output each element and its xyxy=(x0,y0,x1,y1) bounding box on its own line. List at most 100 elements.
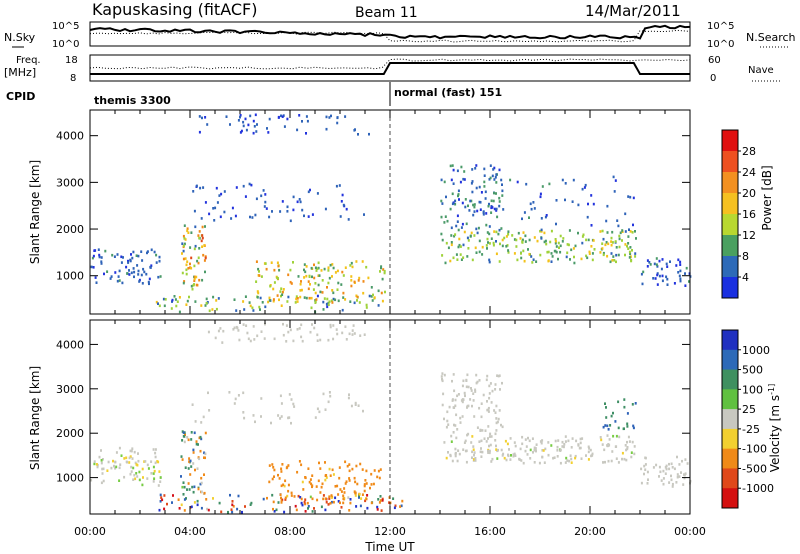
power-cell xyxy=(130,271,133,275)
power-cell xyxy=(559,234,562,238)
velocity-cell xyxy=(350,404,353,408)
velocity-cell xyxy=(394,504,397,508)
power-cell xyxy=(649,263,652,266)
velocity-cell xyxy=(365,482,368,485)
velocity-cell xyxy=(474,457,477,460)
velocity-cell xyxy=(236,326,239,330)
velocity-cell xyxy=(332,324,335,327)
power-cell xyxy=(332,297,335,301)
power-cell xyxy=(272,298,275,301)
velocity-cell xyxy=(363,489,366,493)
velocity-cell xyxy=(529,448,532,452)
power-cell xyxy=(467,247,470,250)
power-cell xyxy=(148,277,151,281)
power-cell xyxy=(685,266,688,270)
velocity-cell xyxy=(610,414,613,418)
velocity-cell xyxy=(501,454,504,457)
power-cell xyxy=(365,306,368,309)
power-cell xyxy=(216,201,219,204)
power-cell xyxy=(529,202,532,206)
velocity-cell xyxy=(632,426,635,430)
power-cell xyxy=(669,260,671,263)
velocity-cell xyxy=(277,414,280,417)
power-cell xyxy=(484,197,487,200)
power-cell xyxy=(540,237,543,240)
velocity-cell xyxy=(676,473,679,476)
velocity-cell xyxy=(133,473,136,477)
power-cell xyxy=(501,194,504,197)
power-cell xyxy=(193,279,196,282)
velocity-cell xyxy=(219,327,222,330)
power-cell xyxy=(307,287,310,291)
power-cell xyxy=(186,260,189,263)
velocity-cell xyxy=(381,499,384,502)
beam-title: Beam 11 xyxy=(355,5,418,21)
power-cell xyxy=(344,115,347,118)
power-cell xyxy=(171,300,173,303)
velocity-ytick-label: 4000 xyxy=(56,338,84,351)
velocity-cell xyxy=(607,428,610,431)
power-cell xyxy=(321,279,324,282)
power-cell xyxy=(185,303,188,306)
power-colorbar-tick-label: 4 xyxy=(742,271,749,284)
velocity-cell xyxy=(180,455,183,458)
power-cell xyxy=(464,205,467,209)
power-cell xyxy=(316,294,319,298)
power-cell xyxy=(497,232,500,236)
velocity-cell xyxy=(159,500,162,503)
velocity-cell xyxy=(683,473,686,477)
power-cell xyxy=(593,248,596,251)
velocity-cell xyxy=(464,449,467,453)
velocity-cell xyxy=(541,449,544,452)
nsky-label: N.Sky xyxy=(4,31,36,44)
velocity-cell xyxy=(135,472,138,475)
power-cell xyxy=(445,241,448,245)
power-cell xyxy=(334,298,337,302)
velocity-cell xyxy=(316,333,319,337)
power-cell xyxy=(311,275,313,279)
power-cell xyxy=(577,203,580,207)
power-cell xyxy=(539,195,542,199)
power-cell xyxy=(629,246,632,249)
power-cell xyxy=(307,215,310,218)
velocity-cell xyxy=(159,476,162,479)
power-cell xyxy=(577,231,579,235)
power-cell xyxy=(379,270,381,273)
velocity-cell xyxy=(144,460,147,463)
time-tick-label: 16:00 xyxy=(474,525,506,538)
power-cell xyxy=(470,199,473,203)
velocity-cell xyxy=(207,330,210,334)
power-cell xyxy=(127,259,129,263)
velocity-cell xyxy=(130,465,133,469)
velocity-cell xyxy=(457,393,460,396)
power-cell xyxy=(242,184,245,188)
velocity-cell xyxy=(643,472,645,476)
velocity-cell xyxy=(535,449,537,453)
velocity-cell xyxy=(307,467,310,470)
velocity-cell xyxy=(304,498,307,501)
velocity-cell xyxy=(298,460,301,463)
velocity-cell xyxy=(470,441,473,444)
power-cell xyxy=(447,246,450,250)
velocity-cell xyxy=(138,478,141,482)
power-ytick-label: 3000 xyxy=(56,176,84,189)
velocity-cell xyxy=(658,465,661,469)
velocity-cell xyxy=(311,510,314,513)
power-cell xyxy=(606,231,609,234)
velocity-cell xyxy=(133,450,136,454)
nsearch-tick-low: 10^0 xyxy=(707,39,734,50)
power-cell xyxy=(488,178,491,181)
power-cell xyxy=(342,274,345,277)
velocity-colorbar-swatch xyxy=(722,448,738,469)
power-cell xyxy=(318,274,321,277)
power-cell xyxy=(268,215,271,219)
power-cell xyxy=(677,271,680,274)
velocity-cell xyxy=(150,460,153,463)
velocity-cell xyxy=(671,482,674,486)
velocity-cell xyxy=(286,494,289,498)
power-cell xyxy=(465,222,468,226)
velocity-cell xyxy=(184,433,186,436)
velocity-cell xyxy=(488,444,490,448)
velocity-cell xyxy=(556,445,559,449)
velocity-cell xyxy=(345,338,348,341)
